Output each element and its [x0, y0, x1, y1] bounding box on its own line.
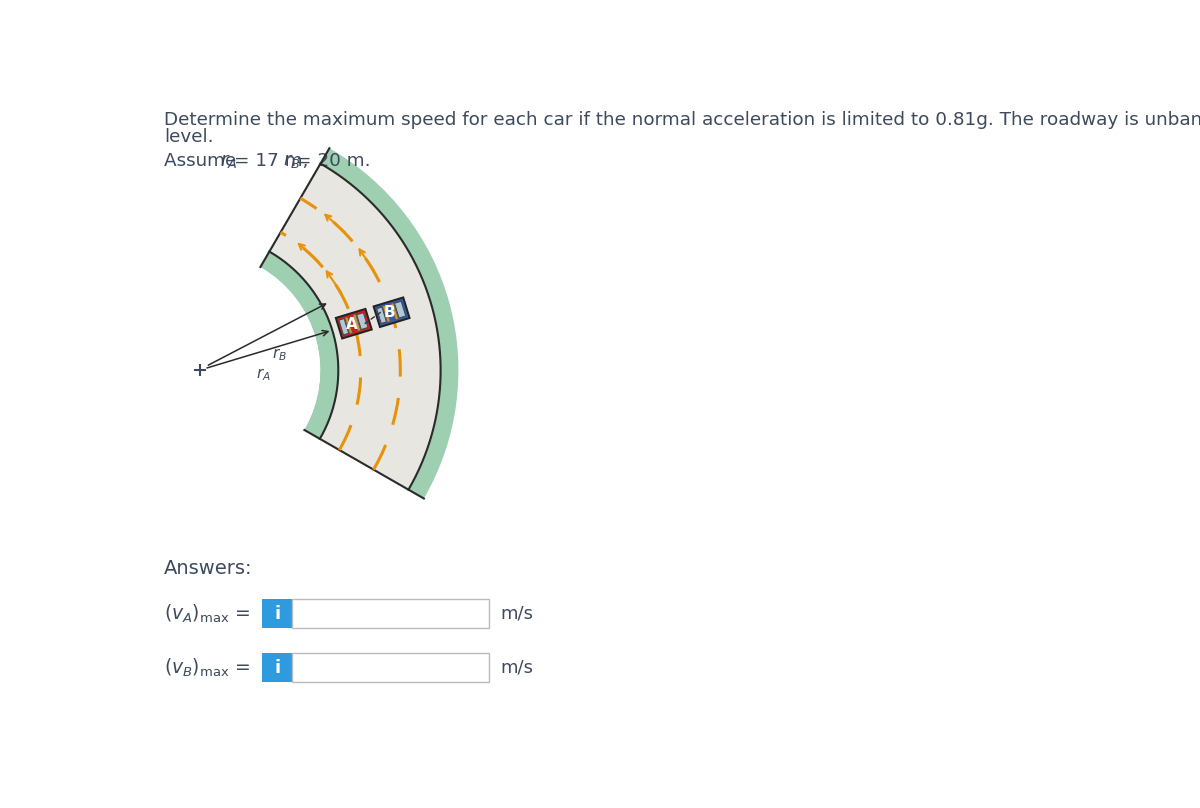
Bar	[356, 313, 368, 330]
Text: $(v_A)_{\mathrm{max}}$ =: $(v_A)_{\mathrm{max}}$ =	[164, 603, 251, 625]
Bar	[377, 307, 386, 323]
Text: Determine the maximum speed for each car if the normal acceleration is limited t: Determine the maximum speed for each car…	[164, 111, 1200, 128]
Text: i: i	[274, 604, 280, 623]
Wedge shape	[260, 251, 338, 439]
Bar	[344, 317, 353, 334]
Text: m/s: m/s	[500, 604, 533, 623]
Text: $(v_B)_{\mathrm{max}}$ =: $(v_B)_{\mathrm{max}}$ =	[164, 656, 251, 679]
Text: = 20 m.: = 20 m.	[296, 153, 371, 170]
Text: i: i	[274, 659, 280, 676]
Bar	[373, 297, 409, 327]
FancyBboxPatch shape	[292, 653, 490, 682]
Wedge shape	[269, 163, 440, 490]
FancyBboxPatch shape	[263, 599, 292, 629]
Text: level.: level.	[164, 128, 214, 145]
Text: $r_B$: $r_B$	[271, 347, 287, 364]
FancyBboxPatch shape	[292, 599, 490, 629]
Bar	[338, 318, 349, 335]
Text: = 17 m,: = 17 m,	[234, 153, 308, 170]
Wedge shape	[260, 148, 458, 499]
Text: m/s: m/s	[500, 659, 533, 676]
Bar	[383, 305, 390, 322]
FancyBboxPatch shape	[263, 653, 292, 682]
Text: $r_B$: $r_B$	[282, 153, 300, 170]
Bar	[353, 314, 361, 331]
Text: $r_A$: $r_A$	[256, 366, 271, 383]
Text: Answers:: Answers:	[164, 559, 252, 578]
Text: $r_A$: $r_A$	[220, 153, 238, 170]
Text: B: B	[384, 305, 395, 321]
Text: Assume: Assume	[164, 153, 242, 170]
Bar	[395, 301, 406, 318]
Bar	[390, 303, 398, 320]
Text: A: A	[346, 317, 358, 332]
Bar	[336, 309, 372, 339]
